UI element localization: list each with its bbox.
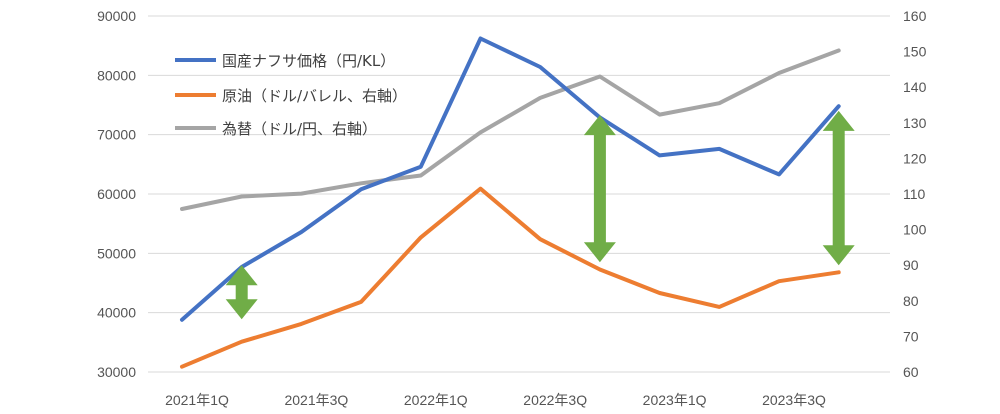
- series-lines: [180, 36, 841, 369]
- right-axis-tick-label: 70: [903, 328, 919, 344]
- left-axis-tick-label: 50000: [97, 245, 136, 261]
- legend-label-0: 国産ナフサ価格（円/KL）: [222, 52, 395, 70]
- annotation-arrows: [225, 110, 855, 320]
- x-axis-tick-label: 2023年1Q: [643, 392, 707, 408]
- right-axis-tick-label: 130: [903, 115, 927, 131]
- right-axis-tick-label: 160: [903, 8, 927, 24]
- left-axis-ticks: 30000 40000 50000 60000 70000 80000 90000: [97, 8, 136, 380]
- right-axis-ticks: 60 70 80 90 100 110 120 130 140 150 160: [903, 8, 927, 380]
- x-axis-tick-label: 2021年1Q: [165, 392, 229, 408]
- left-axis-tick-label: 60000: [97, 186, 136, 202]
- double-arrow-2: [822, 110, 855, 266]
- right-axis-tick-label: 80: [903, 293, 919, 309]
- right-axis-tick-label: 100: [903, 222, 927, 238]
- right-axis-tick-label: 150: [903, 44, 927, 60]
- series-line-0: [180, 36, 841, 322]
- left-axis-tick-label: 90000: [97, 8, 136, 24]
- right-axis-tick-label: 60: [903, 364, 919, 380]
- right-axis-tick-label: 110: [903, 186, 926, 202]
- right-axis-tick-label: 140: [903, 79, 927, 95]
- legend-label-2: 為替（ドル/円、右軸）: [222, 120, 377, 138]
- series-line-2: [180, 48, 841, 211]
- left-axis-tick-label: 30000: [97, 364, 136, 380]
- series-line-1: [180, 186, 841, 369]
- legend: 国産ナフサ価格（円/KL） 原油（ドル/バレル、右軸） 為替（ドル/円、右軸）: [175, 52, 407, 138]
- x-axis-tick-label: 2023年3Q: [762, 392, 826, 408]
- x-axis-tick-label: 2022年1Q: [404, 392, 468, 408]
- right-axis-tick-label: 120: [903, 150, 927, 166]
- x-axis-ticks: 2021年1Q 2021年3Q 2022年1Q 2022年3Q 2023年1Q 2023年…: [165, 392, 826, 408]
- double-arrow-1: [583, 115, 616, 263]
- right-axis-tick-label: 90: [903, 257, 919, 273]
- x-axis-tick-label: 2022年3Q: [523, 392, 587, 408]
- left-axis-tick-label: 70000: [97, 127, 136, 143]
- left-axis-tick-label: 40000: [97, 305, 136, 321]
- left-axis-tick-label: 80000: [97, 67, 136, 83]
- legend-label-1: 原油（ドル/バレル、右軸）: [222, 87, 407, 105]
- double-arrow-0: [225, 265, 258, 320]
- x-axis-tick-label: 2021年3Q: [284, 392, 348, 408]
